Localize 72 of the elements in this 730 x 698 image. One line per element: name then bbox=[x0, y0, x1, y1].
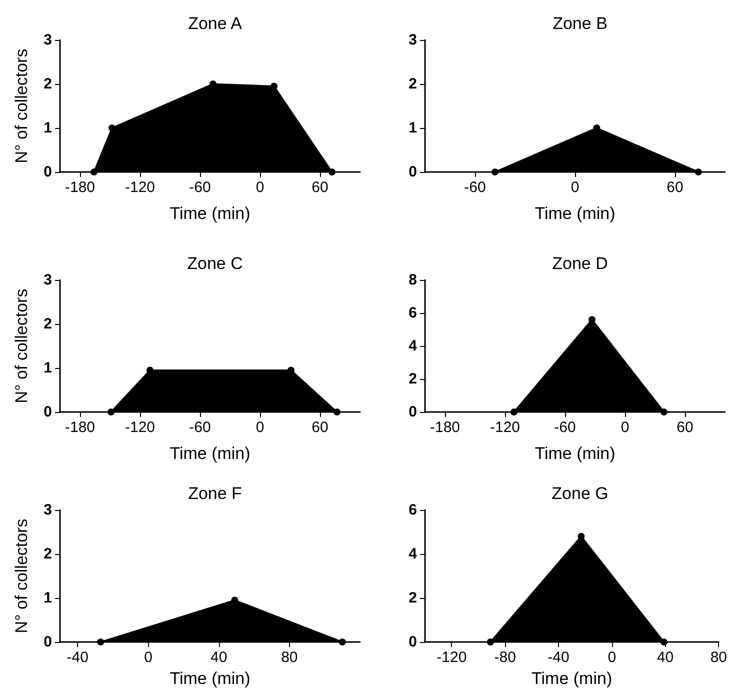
y-tick-label: 0 bbox=[44, 404, 52, 420]
y-tick-label: 4 bbox=[408, 546, 418, 562]
x-axis-title: Time (min) bbox=[170, 204, 250, 223]
point bbox=[328, 168, 336, 176]
y-tick-label: 2 bbox=[408, 76, 417, 92]
x-tick-label: -120 bbox=[490, 419, 520, 436]
x-tick-label: 80 bbox=[710, 649, 727, 666]
x-tick-label: 40 bbox=[656, 649, 674, 666]
y-tick-label: 2 bbox=[408, 590, 417, 606]
x-axis-title: Time (min) bbox=[532, 668, 612, 688]
y-tick-label: 0 bbox=[408, 164, 417, 180]
y-tick-label: 8 bbox=[408, 272, 417, 288]
y-tick-label: 0 bbox=[44, 164, 52, 180]
chart-title: Zone C bbox=[187, 254, 243, 273]
x-tick-label: 0 bbox=[570, 179, 580, 196]
x-tick-label: 80 bbox=[281, 649, 298, 666]
y-tick-label: 2 bbox=[44, 76, 52, 92]
x-tick-label: 0 bbox=[620, 419, 630, 436]
y-tick-label: 3 bbox=[408, 32, 417, 48]
chart-title: Zone G bbox=[552, 484, 608, 503]
x-tick-label: -180 bbox=[64, 179, 96, 196]
chart-title: Zone B bbox=[552, 14, 608, 33]
y-tick-label: 0 bbox=[408, 404, 417, 420]
y-tick-label: 1 bbox=[44, 120, 52, 136]
y-tick-label: 2 bbox=[44, 546, 52, 562]
y-tick-label: 0 bbox=[408, 634, 417, 650]
y-axis-title: N° of collectors bbox=[12, 518, 31, 634]
chart-title: Zone A bbox=[188, 14, 243, 33]
y-axis-title: N° of collectors bbox=[12, 48, 31, 164]
y-tick-label: 1 bbox=[44, 360, 52, 376]
y-tick-label: 2 bbox=[44, 316, 52, 332]
y-tick-label: 3 bbox=[44, 272, 52, 288]
x-tick-label: -40 bbox=[548, 649, 570, 666]
y-tick-label: 1 bbox=[408, 120, 417, 136]
y-tick-label: 1 bbox=[44, 590, 52, 606]
x-axis-title: Time (min) bbox=[534, 204, 616, 223]
x-tick-label: -40 bbox=[66, 649, 88, 666]
x-tick-label: 0 bbox=[608, 649, 616, 666]
point bbox=[108, 124, 116, 132]
y-tick-label: 0 bbox=[44, 634, 52, 650]
x-tick-label: 60 bbox=[312, 179, 328, 196]
x-tick-label: -60 bbox=[189, 179, 211, 196]
y-tick-label: 3 bbox=[44, 502, 52, 518]
y-tick-label: 3 bbox=[44, 32, 52, 48]
chart-title: Zone F bbox=[188, 484, 242, 503]
x-tick-label: -120 bbox=[124, 419, 156, 436]
x-tick-label: 40 bbox=[210, 649, 228, 666]
x-tick-label: 0 bbox=[256, 419, 264, 436]
x-axis-title: Time (min) bbox=[170, 668, 250, 688]
x-tick-label: -120 bbox=[436, 649, 467, 666]
x-tick-label: -120 bbox=[124, 179, 156, 196]
x-axis-title: Time (min) bbox=[170, 444, 250, 463]
x-axis-title: Time (min) bbox=[534, 444, 616, 463]
y-tick-label: 2 bbox=[408, 370, 417, 388]
x-tick-label: -60 bbox=[189, 419, 211, 436]
chart-title: Zone D bbox=[552, 254, 608, 273]
x-tick-label: -80 bbox=[494, 649, 516, 666]
y-axis-title: N° of collectors bbox=[12, 288, 31, 404]
y-tick-label: 4 bbox=[408, 338, 418, 354]
x-tick-label: 0 bbox=[144, 649, 152, 666]
x-tick-label: 0 bbox=[256, 179, 264, 196]
y-tick-label: 6 bbox=[408, 502, 417, 518]
x-tick-label: 60 bbox=[312, 419, 328, 436]
x-tick-label: -60 bbox=[464, 179, 486, 196]
y-tick-label: 6 bbox=[408, 304, 417, 322]
point bbox=[90, 168, 98, 176]
x-tick-label: -180 bbox=[64, 419, 96, 436]
point bbox=[270, 82, 278, 90]
x-tick-label: 60 bbox=[676, 419, 694, 436]
x-tick-label: -60 bbox=[554, 419, 576, 436]
x-tick-label: 60 bbox=[666, 179, 684, 196]
x-tick-label: -180 bbox=[430, 419, 460, 436]
